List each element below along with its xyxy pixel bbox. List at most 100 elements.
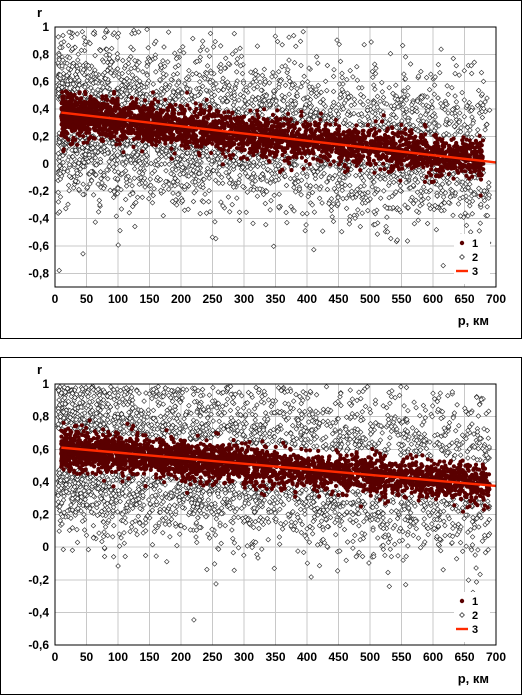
- series-2-point: [344, 206, 349, 211]
- series-1-point: [334, 118, 338, 122]
- series-2-point: [234, 61, 239, 66]
- series-2-point: [234, 49, 239, 54]
- series-2-point: [198, 48, 203, 53]
- series-2-point: [459, 126, 464, 131]
- series-2-point: [283, 83, 288, 88]
- series-1-point: [150, 105, 154, 109]
- series-2-point: [454, 63, 459, 68]
- series-1-point: [320, 159, 324, 163]
- series-2-point: [213, 178, 218, 183]
- series-1-point: [140, 149, 144, 153]
- series-2-point: [206, 199, 211, 204]
- series-2-point: [456, 202, 461, 207]
- series-2-point: [190, 72, 195, 77]
- series-1-point: [423, 132, 427, 136]
- series-1-point: [421, 163, 425, 167]
- series-2-point: [426, 196, 431, 201]
- series-2-point: [218, 44, 223, 49]
- series-2-point: [81, 252, 86, 257]
- series-2-point: [69, 35, 74, 40]
- series-2-point: [340, 188, 345, 193]
- series-2-point: [298, 39, 303, 44]
- series-2-point: [150, 201, 155, 206]
- series-1-point: [358, 168, 362, 172]
- series-2-point: [154, 70, 159, 75]
- series-1-point: [300, 156, 304, 160]
- series-2-point: [348, 183, 353, 188]
- series-2-point: [261, 165, 266, 170]
- series-2-point: [424, 75, 429, 80]
- series-2-point: [143, 185, 148, 190]
- series-2-point: [355, 64, 360, 69]
- series-2-point: [462, 98, 467, 103]
- series-2-point: [316, 83, 321, 88]
- series-1-point: [398, 179, 402, 183]
- series-2-point: [148, 177, 153, 182]
- series-2-point: [468, 204, 473, 209]
- series-2-point: [80, 29, 85, 34]
- series-2-point: [198, 211, 203, 216]
- series-2-point: [126, 70, 131, 75]
- series-2-point: [102, 35, 107, 40]
- series-2-point: [351, 75, 356, 80]
- series-2-point: [130, 184, 135, 189]
- series-2-point: [375, 94, 380, 99]
- series-2-point: [453, 94, 458, 99]
- series-2-point: [331, 74, 336, 79]
- series-2-point: [485, 205, 490, 210]
- series-1-point: [194, 101, 198, 105]
- series-1-point: [412, 137, 416, 141]
- series-2-point: [299, 63, 304, 68]
- series-2-point: [305, 211, 310, 216]
- series-2-point: [408, 62, 413, 67]
- series-2-point: [116, 31, 121, 36]
- series-1-point: [212, 112, 216, 116]
- series-2-point: [332, 67, 337, 72]
- series-2-point: [341, 82, 346, 87]
- series-2-point: [477, 229, 482, 234]
- series-2-point: [366, 208, 371, 213]
- series-2-point: [140, 195, 145, 200]
- series-1-point: [241, 115, 245, 119]
- series-1-point: [382, 113, 386, 117]
- series-2-point: [425, 221, 430, 226]
- series-1-point: [94, 99, 98, 103]
- series-2-point: [152, 187, 157, 192]
- series-2-point: [207, 176, 212, 181]
- series-1-point: [378, 167, 382, 171]
- series-2-point: [358, 224, 363, 229]
- series-1-point: [89, 135, 93, 139]
- series-1-point: [361, 154, 365, 158]
- series-2-point: [314, 184, 319, 189]
- series-2-point: [219, 175, 224, 180]
- series-2-point: [273, 34, 278, 39]
- series-2-point: [115, 158, 120, 163]
- series-2-point: [198, 80, 203, 85]
- series-2-point: [207, 188, 212, 193]
- series-1-point: [478, 134, 482, 138]
- series-2-point: [305, 79, 310, 84]
- series-2-point: [371, 75, 376, 80]
- series-2-point: [302, 74, 307, 79]
- series-2-point: [480, 115, 485, 120]
- series-2-point: [81, 182, 86, 187]
- series-2-point: [336, 102, 341, 107]
- series-1-point: [288, 125, 292, 129]
- series-1-point: [354, 123, 358, 127]
- series-1-point: [304, 159, 308, 163]
- series-2-point: [405, 239, 410, 244]
- series-1-point: [385, 129, 389, 133]
- series-2-point: [329, 208, 334, 213]
- series-2-point: [145, 27, 150, 32]
- series-1-point: [334, 122, 338, 126]
- series-2-point: [213, 220, 218, 225]
- series-1-point: [151, 102, 155, 106]
- series-2-point: [133, 224, 138, 229]
- series-2-point: [130, 73, 135, 78]
- series-2-point: [403, 55, 408, 60]
- series-2-point: [418, 114, 423, 119]
- series-1-point: [447, 172, 451, 176]
- series-2-point: [352, 97, 357, 102]
- series-1-point: [275, 108, 279, 112]
